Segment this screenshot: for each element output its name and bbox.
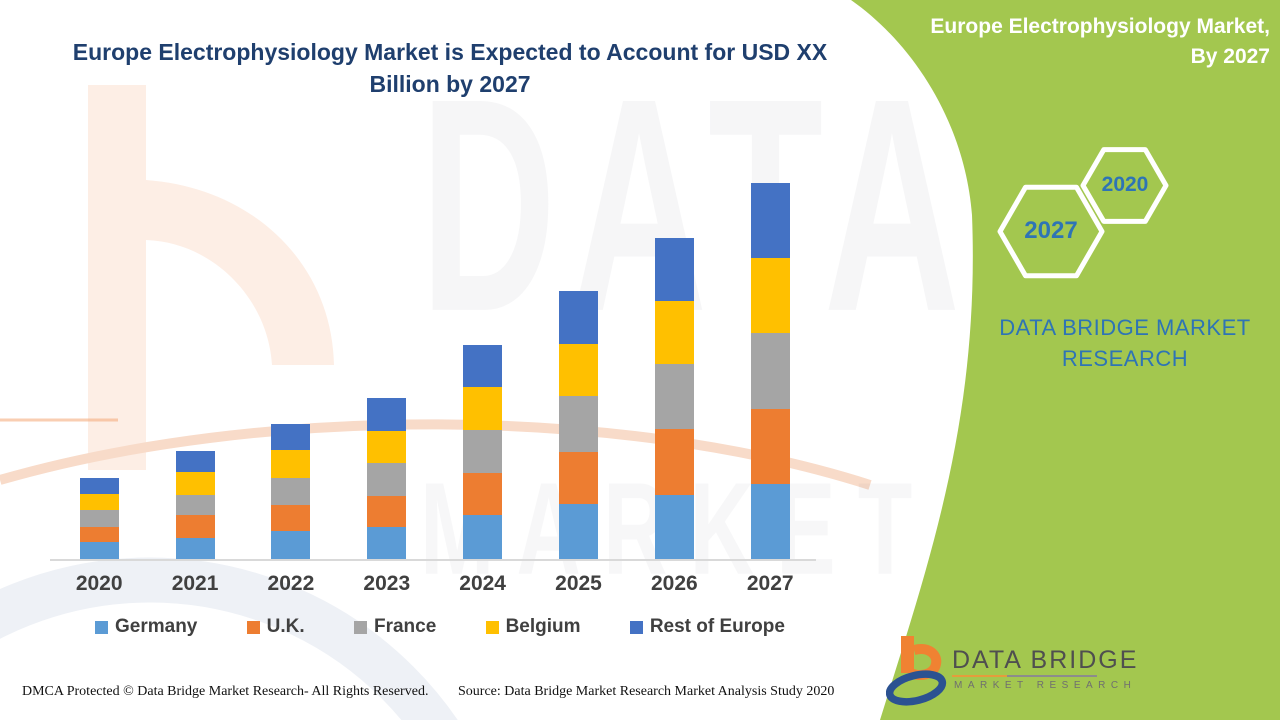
bar-segment-belgium: [271, 450, 311, 478]
legend-swatch-icon: [629, 620, 643, 634]
x-tick-label-2020: 2020: [75, 572, 123, 595]
data-bridge-logo-icon: [886, 636, 947, 706]
bar-segment-u-k: [750, 409, 790, 484]
bar-segment-rest-of-europe: [271, 424, 311, 450]
bar-segment-france: [750, 333, 790, 409]
bar-segment-germany: [750, 484, 790, 559]
bar-segment-germany: [271, 531, 311, 559]
bar-segment-rest-of-europe: [559, 291, 598, 344]
bar-segment-belgium: [367, 431, 407, 463]
bar-2022: [271, 424, 311, 559]
x-tick-label-2027: 2027: [746, 572, 794, 595]
legend-label: Germany: [115, 616, 198, 637]
legend-label: Belgium: [505, 616, 581, 637]
panel-title: Europe Electrophysiology Market, By 2027: [930, 15, 1270, 68]
bar-segment-rest-of-europe: [463, 345, 503, 387]
bar-segment-belgium: [463, 387, 503, 430]
bar-segment-u-k: [79, 527, 119, 542]
bar-segment-france: [654, 364, 694, 429]
bar-2027: [750, 183, 790, 559]
legend-label: France: [373, 616, 437, 637]
bar-segment-france: [463, 430, 503, 473]
bar-segment-germany: [559, 504, 598, 559]
logo-tagline: MARKET RESEARCH: [954, 680, 1137, 691]
hexagon-badges: [997, 147, 1169, 279]
bar-segment-u-k: [654, 429, 694, 495]
bar-2025: [559, 291, 598, 559]
bar-segment-rest-of-europe: [175, 451, 215, 472]
bar-segment-u-k: [175, 515, 215, 538]
bar-segment-rest-of-europe: [367, 398, 407, 431]
x-tick-label-2026: 2026: [651, 572, 698, 595]
legend-item-belgium: Belgium: [485, 616, 581, 638]
bar-2021: [175, 451, 215, 559]
legend-item-rest-of-europe: Rest of Europe: [629, 616, 785, 638]
bar-segment-rest-of-europe: [750, 183, 790, 258]
logo-underline: [952, 675, 1097, 677]
bar-segment-france: [271, 478, 311, 505]
bar-2026: [654, 238, 694, 559]
x-tick-label-2023: 2023: [363, 572, 411, 595]
legend-label: U.K.: [266, 616, 305, 637]
legend-swatch-icon: [95, 620, 108, 634]
legend-swatch-icon: [353, 620, 367, 634]
bar-2024: [463, 345, 503, 559]
hexagon-2020-label: 2020: [1101, 173, 1149, 196]
chart-title: Europe Electrophysiology Market is Expec…: [72, 39, 828, 97]
bar-segment-germany: [367, 527, 407, 559]
bar-segment-germany: [175, 538, 215, 559]
hexagon-2027-label: 2027: [1024, 217, 1078, 244]
bar-segment-germany: [79, 542, 119, 559]
bar-segment-u-k: [367, 496, 407, 527]
legend-swatch-icon: [246, 620, 260, 634]
bar-segment-belgium: [750, 258, 790, 333]
bar-segment-france: [175, 495, 215, 515]
x-tick-label-2025: 2025: [555, 572, 602, 595]
bar-2020: [79, 478, 119, 559]
bar-segment-u-k: [271, 505, 311, 531]
bar-segment-u-k: [463, 473, 503, 515]
x-tick-label-2021: 2021: [171, 572, 219, 595]
bar-2023: [367, 398, 407, 559]
bar-segment-france: [367, 463, 407, 496]
bar-segment-belgium: [175, 472, 215, 495]
x-axis-labels: 2020 2021 2022 2023 2024 2025 2026 2027: [0, 572, 880, 600]
legend-item-germany: Germany: [95, 616, 197, 638]
bar-segment-belgium: [654, 301, 694, 364]
chart-legend: Germany U.K. France Belgium Rest of Europe: [95, 616, 785, 638]
x-tick-label-2024: 2024: [459, 572, 506, 595]
legend-item-u-k: U.K.: [246, 616, 305, 638]
bar-segment-germany: [654, 495, 694, 559]
source-note: Source: Data Bridge Market Research Mark…: [458, 684, 835, 699]
x-tick-label-2022: 2022: [267, 572, 315, 595]
bar-segment-belgium: [559, 344, 598, 396]
brand-caption: DATA BRIDGE MARKET RESEARCH: [999, 315, 1251, 371]
bar-segment-u-k: [559, 452, 598, 504]
dmca-notice: DMCA Protected © Data Bridge Market Rese…: [22, 684, 429, 699]
logo-wordmark: DATA BRIDGE: [952, 646, 1139, 674]
bar-segment-belgium: [79, 494, 119, 510]
bar-segment-france: [559, 396, 598, 452]
bar-segment-rest-of-europe: [654, 238, 694, 301]
legend-item-france: France: [353, 616, 437, 638]
legend-swatch-icon: [485, 620, 499, 634]
legend-label: Rest of Europe: [649, 616, 785, 637]
bar-segment-france: [79, 510, 119, 527]
x-axis-line: [50, 559, 816, 561]
bar-segment-germany: [463, 515, 503, 559]
bar-segment-rest-of-europe: [79, 478, 119, 494]
